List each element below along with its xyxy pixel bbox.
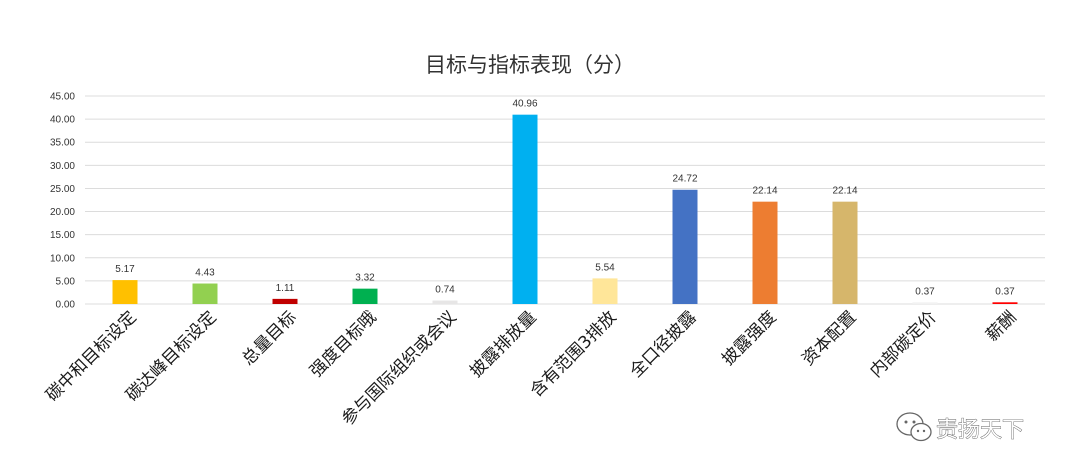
bar [992,302,1018,304]
bar [832,201,858,304]
y-tick-label: 10.00 [50,253,75,264]
bar [112,280,138,304]
y-tick-label: 35.00 [50,138,75,149]
x-category-label: 全口径披露 [626,307,700,381]
bar [752,201,778,304]
x-category-label: 含有范围3排放 [527,307,621,401]
wechat-icon [896,412,932,442]
x-category-label: 强度目标哦 [306,307,380,381]
data-label: 22.14 [832,186,857,197]
y-axis-ticks: 0.00 5.00 10.00 15.00 20.00 25.00 30.00 35.00 40… [50,92,75,311]
y-tick-label: 45.00 [50,92,75,103]
x-category-label: 资本配置 [798,307,860,369]
data-label: 4.43 [195,268,215,279]
x-category-label: 披露强度 [718,307,780,369]
watermark-text: 责扬天下 [936,418,1024,443]
data-label: 0.37 [915,286,935,297]
bar [352,288,378,304]
bar [432,300,458,304]
bar [592,278,618,304]
bar [272,298,298,304]
data-label: 0.37 [995,286,1015,297]
data-label: 1.11 [276,283,295,294]
y-tick-label: 0.00 [56,300,76,311]
bar [512,114,538,305]
y-tick-label: 15.00 [50,230,75,241]
data-label: 5.54 [595,262,615,273]
data-label: 22.14 [752,186,777,197]
x-category-label: 薪酬 [982,307,1020,345]
x-category-label: 总量目标 [238,307,300,369]
x-category-label: 披露排放量 [466,307,540,381]
grid-lines [85,95,1045,305]
data-label: 5.17 [115,264,135,275]
chart-title: 目标与指标表现（分） [425,53,635,77]
y-tick-label: 25.00 [50,184,75,195]
data-label: 24.72 [672,174,697,185]
x-category-label: 内部碳定价 [866,307,940,381]
data-label: 3.32 [355,273,375,284]
y-tick-label: 5.00 [56,276,76,287]
bar [912,302,938,304]
data-label: 40.96 [512,99,537,110]
bar [192,283,218,304]
y-tick-label: 20.00 [50,207,75,218]
y-tick-label: 30.00 [50,161,75,172]
bars [112,114,1018,305]
data-labels: 5.17 4.43 1.11 3.32 0.74 40.96 5.54 24.72 22.14 2… [115,99,1015,298]
watermark: 责扬天下 [896,412,1024,443]
data-label: 0.74 [435,285,455,296]
y-tick-label: 40.00 [50,115,75,126]
bar [672,189,698,304]
